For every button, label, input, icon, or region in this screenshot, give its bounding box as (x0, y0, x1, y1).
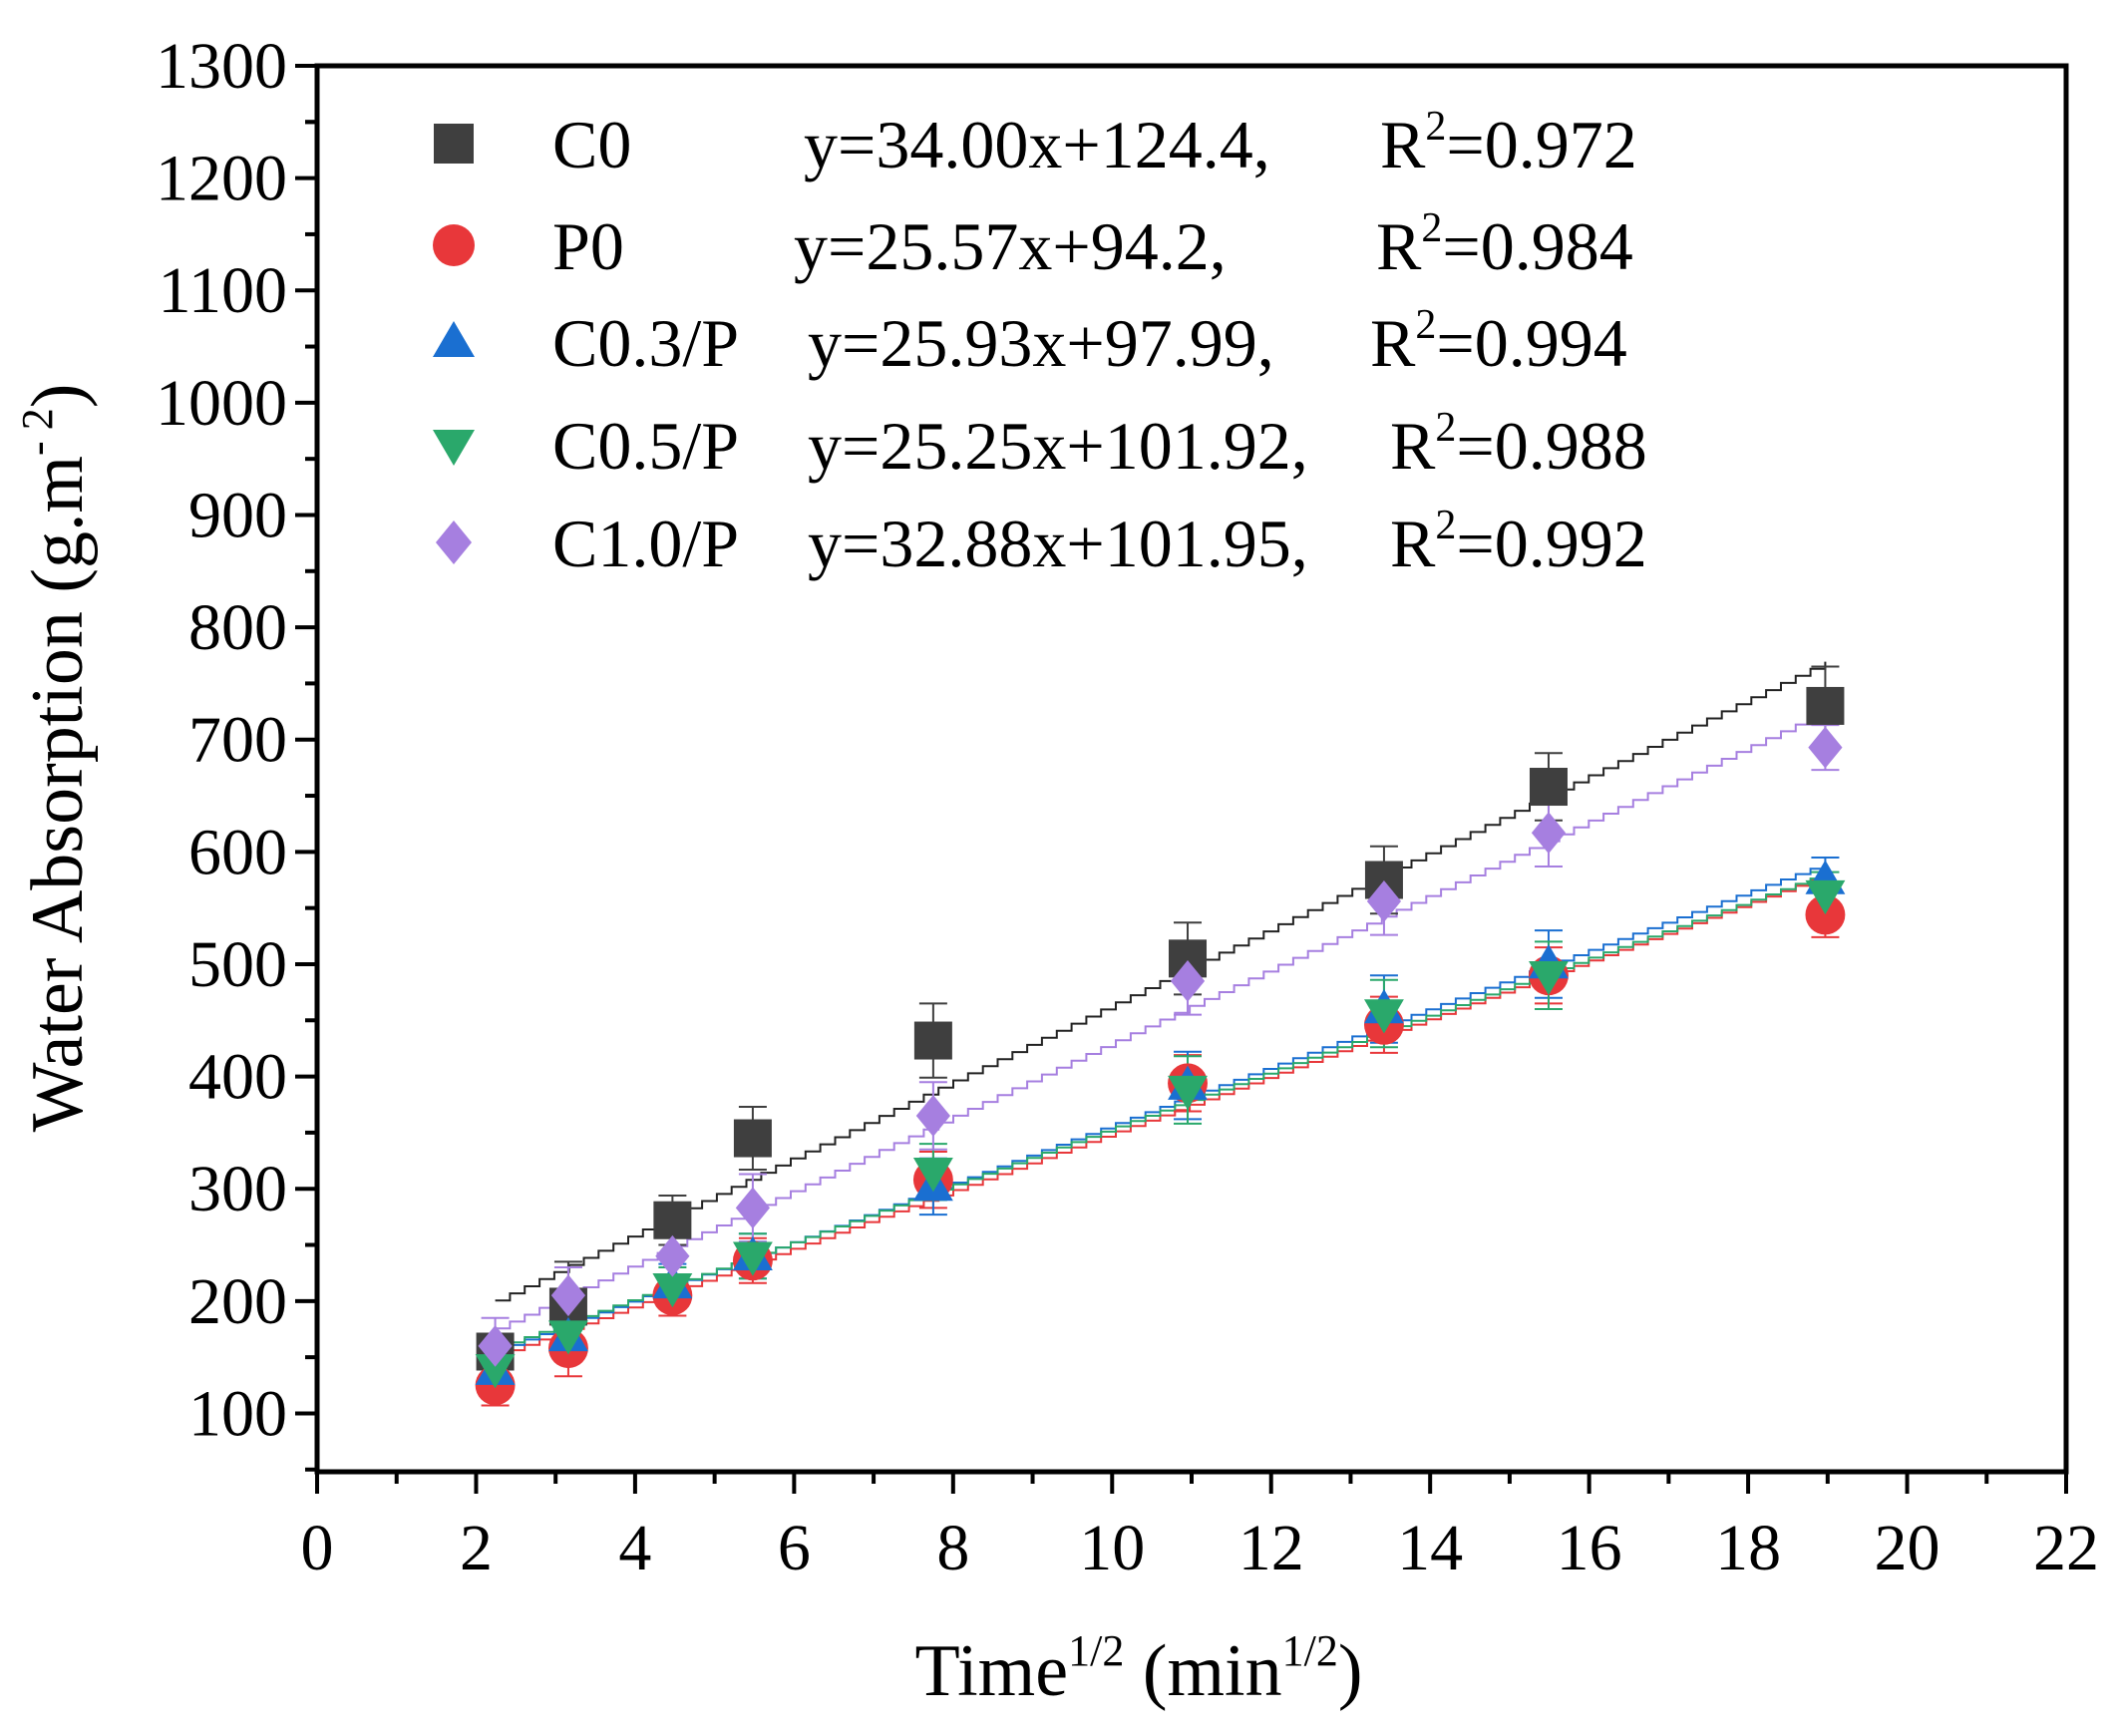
x-tick-label: 10 (1079, 1512, 1145, 1584)
point-C0 (653, 1201, 692, 1239)
point-C1.0/P (1808, 726, 1843, 769)
point-C1.0/P (478, 1324, 513, 1367)
point-C0.5/P (652, 1273, 693, 1308)
fit-line-C0 (495, 661, 1827, 1302)
legend-equation-C0.5/P: y=25.25x+101.92, (808, 408, 1308, 484)
y-tick-label: 500 (188, 928, 287, 1001)
y-tick-label: 300 (188, 1153, 287, 1225)
axes-layer: 0 2 4 6 8 10 12 14 16 18 20 22 100 200 300 400 500 600 700… (156, 30, 2099, 1584)
legend-equation-C0: y=34.00x+124.4, (804, 107, 1270, 182)
legend-marker-C1.0/P (436, 521, 472, 564)
y-tick-label: 1300 (156, 30, 287, 103)
point-P0 (1805, 894, 1846, 935)
fit-line-C0.3/P (495, 863, 1827, 1352)
legend-label-P0: P0 (552, 208, 624, 284)
point-C0.5/P (1529, 960, 1569, 996)
legend-r2-P0: R2=0.984 (1376, 205, 1633, 284)
point-C0 (1806, 686, 1845, 725)
legend-marker-C0 (434, 124, 474, 164)
y-tick-label: 600 (188, 816, 287, 888)
legend-r2-C0: R2=0.972 (1380, 104, 1637, 182)
legend-label-C1.0/P: C1.0/P (552, 506, 739, 581)
legend-equation-C0.3/P: y=25.93x+97.99, (808, 305, 1274, 381)
point-C0.5/P (912, 1158, 953, 1193)
x-tick-label: 12 (1238, 1512, 1304, 1584)
point-C1.0/P (1531, 812, 1567, 855)
point-C1.0/P (550, 1274, 586, 1317)
point-C0 (1529, 768, 1568, 807)
point-C0.5/P (475, 1354, 516, 1389)
y-tick-label: 1100 (158, 254, 287, 327)
legend-label-C0.5/P: C0.5/P (552, 408, 739, 484)
fit-line-C0.5/P (495, 872, 1827, 1349)
point-C1.0/P (655, 1234, 690, 1277)
legend-equation-C1.0/P: y=32.88x+101.95, (808, 506, 1308, 581)
point-C1.0/P (735, 1187, 771, 1229)
legend-marker-P0 (433, 224, 475, 266)
x-tick-label: 0 (301, 1512, 334, 1584)
y-axis-label: Water Absorption (g.m- 2) (13, 384, 99, 1133)
legend-r2-C0.5/P: R2=0.988 (1390, 405, 1647, 484)
x-tick-label: 22 (2033, 1512, 2099, 1584)
x-tick-label: 14 (1397, 1512, 1463, 1584)
point-C1.0/P (1170, 959, 1206, 1002)
point-C0.5/P (1363, 999, 1404, 1034)
legend-equation-P0: y=25.57x+94.2, (794, 208, 1227, 284)
y-tick-label: 1000 (156, 367, 287, 440)
point-C0.5/P (1168, 1075, 1208, 1111)
y-tick-label: 100 (188, 1377, 287, 1450)
legend-r2-C0.3/P: R2=0.994 (1370, 302, 1627, 381)
legend-label-C0: C0 (552, 107, 631, 182)
point-C1.0/P (915, 1095, 950, 1137)
fit-lines-layer (495, 661, 1827, 1357)
y-tick-label: 800 (188, 591, 287, 664)
y-tick-label: 400 (188, 1041, 287, 1114)
point-C1.0/P (1366, 879, 1402, 922)
point-C0 (733, 1119, 772, 1158)
x-tick-label: 8 (936, 1512, 969, 1584)
legend: C0 y=34.00x+124.4, R2=0.972 P0 y=25.57x+94.2… (433, 104, 1647, 581)
point-C0.5/P (1805, 879, 1846, 915)
fit-line-C1.0/P (495, 710, 1827, 1330)
x-tick-label: 16 (1557, 1512, 1622, 1584)
legend-r2-C1.0/P: R2=0.992 (1390, 503, 1647, 581)
x-axis-label: Time1/2 (min1/2) (915, 1626, 1363, 1712)
x-tick-label: 6 (778, 1512, 811, 1584)
x-tick-label: 4 (618, 1512, 651, 1584)
point-C0 (913, 1021, 952, 1060)
data-points-layer (475, 686, 1846, 1406)
point-C0.5/P (547, 1320, 588, 1355)
y-tick-label: 200 (188, 1265, 287, 1338)
legend-label-C0.3/P: C0.3/P (552, 305, 739, 381)
legend-marker-C0.3/P (433, 321, 475, 357)
legend-marker-C0.5/P (433, 430, 475, 466)
x-tick-label: 20 (1875, 1512, 1940, 1584)
x-tick-label: 2 (460, 1512, 493, 1584)
y-tick-label: 700 (188, 704, 287, 777)
point-C0.5/P (732, 1241, 773, 1276)
x-tick-label: 18 (1715, 1512, 1781, 1584)
y-tick-label: 900 (188, 479, 287, 551)
y-tick-label: 1200 (156, 143, 287, 215)
